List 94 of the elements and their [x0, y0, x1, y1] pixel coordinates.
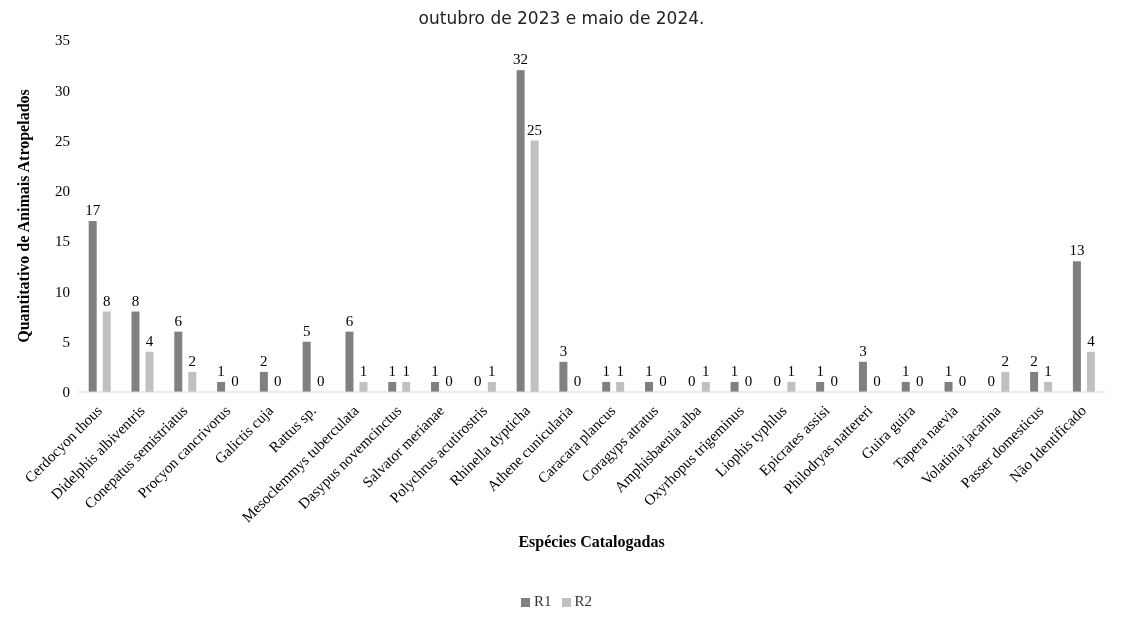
bar — [901, 381, 910, 392]
data-label: 1 — [702, 362, 710, 379]
data-label: 1 — [616, 362, 624, 379]
data-label: 6 — [174, 312, 183, 329]
bar — [174, 331, 183, 392]
y-tick-label: 10 — [55, 283, 70, 300]
data-label: 5 — [302, 322, 311, 339]
data-label: 32 — [513, 51, 529, 68]
y-axis-title: Quantitativo de Animais Atropelados — [14, 89, 33, 343]
data-label: 1 — [488, 362, 496, 379]
data-label: 0 — [744, 373, 753, 389]
data-label: 2 — [1030, 352, 1038, 369]
data-label: 2 — [1001, 352, 1010, 369]
data-label: 4 — [145, 332, 154, 349]
data-label: 4 — [1087, 332, 1096, 349]
bar — [602, 381, 611, 392]
data-label: 2 — [188, 352, 197, 369]
data-label: 0 — [659, 373, 667, 389]
bar — [102, 311, 111, 392]
y-tick-label: 5 — [62, 334, 70, 351]
y-tick-label: 0 — [62, 384, 70, 401]
bar — [730, 381, 739, 392]
data-label: 3 — [559, 342, 568, 359]
bar — [402, 381, 411, 392]
data-label: 1 — [388, 362, 396, 379]
data-label: 1 — [901, 362, 910, 379]
bar — [259, 371, 268, 392]
data-label: 0 — [316, 373, 325, 389]
data-label: 1 — [816, 362, 824, 379]
data-label: 0 — [958, 373, 967, 389]
bar — [616, 381, 625, 392]
bar — [1044, 381, 1053, 392]
data-label: 8 — [102, 292, 111, 309]
bar — [431, 381, 440, 392]
data-label: 0 — [573, 373, 582, 389]
bar — [559, 361, 568, 392]
data-label: 13 — [1069, 242, 1085, 259]
data-label: 0 — [830, 373, 838, 389]
data-label: 0 — [274, 373, 282, 389]
data-label: 0 — [873, 373, 881, 389]
data-label: 1 — [359, 362, 368, 379]
data-label: 0 — [474, 373, 482, 389]
data-label: 1 — [1044, 362, 1052, 379]
chart-title: outubro de 2023 e maio de 2024. — [417, 8, 706, 30]
data-label: 17 — [85, 202, 101, 219]
data-label: 0 — [231, 373, 239, 389]
legend-label: R2 — [574, 593, 593, 609]
data-label: 0 — [688, 373, 696, 389]
bar — [345, 331, 354, 392]
bar — [145, 351, 154, 392]
y-tick-label: 15 — [55, 233, 70, 250]
bar — [1001, 371, 1010, 392]
bar — [1030, 371, 1039, 392]
bar — [787, 381, 796, 392]
bar — [131, 311, 140, 392]
bar — [701, 381, 710, 392]
bar — [388, 381, 397, 392]
legend-label: R1 — [533, 593, 552, 609]
bar — [88, 221, 97, 392]
bar — [302, 341, 311, 392]
data-label: 0 — [987, 373, 996, 389]
data-label: 0 — [773, 373, 782, 389]
data-label: 0 — [445, 373, 453, 389]
bar — [858, 361, 867, 392]
bar — [359, 381, 368, 392]
bar — [816, 381, 825, 392]
data-label: 6 — [345, 312, 354, 329]
data-label: 8 — [131, 292, 140, 309]
data-label: 1 — [787, 362, 796, 379]
data-label: 1 — [944, 362, 953, 379]
bar — [516, 70, 525, 392]
bar — [644, 381, 653, 392]
bar — [1072, 261, 1081, 392]
data-label: 25 — [527, 121, 543, 138]
bar — [487, 381, 496, 392]
x-axis-title: Espécies Catalogadas — [518, 533, 665, 551]
data-label: 1 — [402, 362, 410, 379]
data-label: 1 — [730, 362, 739, 379]
y-tick-label: 30 — [55, 82, 70, 99]
data-label: 1 — [217, 362, 225, 379]
y-tick-label: 35 — [55, 32, 70, 49]
data-label: 1 — [645, 362, 653, 379]
y-tick-label: 20 — [55, 183, 70, 200]
bar — [1086, 351, 1095, 392]
data-label: 3 — [859, 342, 867, 359]
data-label: 1 — [431, 362, 439, 379]
bar — [217, 381, 226, 392]
bar — [188, 371, 197, 392]
data-label: 2 — [260, 352, 268, 369]
data-label: 1 — [602, 362, 610, 379]
bar — [944, 381, 953, 392]
bar — [530, 140, 539, 392]
y-tick-label: 25 — [55, 132, 70, 149]
data-label: 0 — [915, 373, 924, 389]
